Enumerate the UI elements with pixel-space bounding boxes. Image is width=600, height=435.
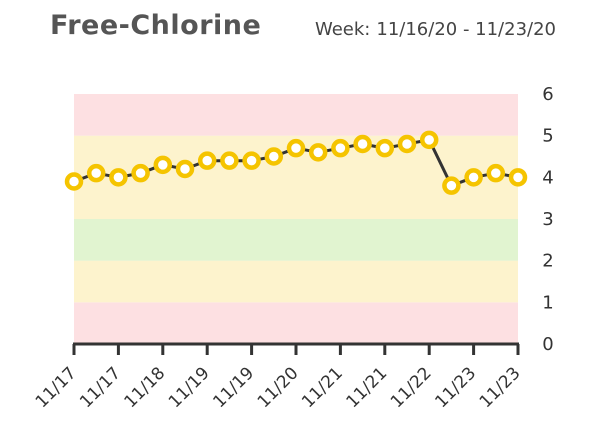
x-tick-label: 11/21	[298, 363, 347, 412]
y-tick-label: 4	[542, 167, 553, 188]
x-tick-label: 11/18	[121, 363, 170, 412]
chart-title: Free-Chlorine	[50, 10, 262, 41]
range-band-4	[74, 94, 518, 136]
y-tick-label: 0	[542, 334, 553, 355]
data-series	[64, 130, 528, 195]
y-tick-label: 6	[542, 84, 553, 105]
x-tick-label: 11/17	[76, 363, 125, 412]
data-point	[308, 143, 328, 162]
data-point	[86, 163, 106, 183]
x-tick-label: 11/23	[476, 363, 525, 412]
data-point	[375, 138, 395, 158]
x-tick-label: 11/17	[32, 363, 81, 412]
data-point	[197, 151, 217, 170]
data-point	[464, 168, 483, 187]
y-tick-label: 3	[542, 209, 553, 230]
data-point	[419, 130, 439, 150]
range-band-1	[74, 260, 518, 303]
x-tick-label: 11/19	[209, 363, 258, 412]
data-point	[153, 155, 173, 175]
data-point	[442, 176, 461, 195]
data-point	[331, 138, 350, 158]
x-tick-label: 11/23	[431, 363, 480, 412]
data-point	[264, 147, 284, 166]
y-tick-label: 2	[542, 251, 553, 272]
range-bands	[74, 94, 518, 344]
x-tick-label: 11/19	[165, 363, 214, 412]
x-tick-label: 11/21	[343, 363, 392, 412]
y-tick-label: 1	[542, 292, 553, 313]
data-point	[286, 138, 306, 158]
data-point	[508, 168, 528, 187]
data-point	[486, 163, 506, 183]
x-tick-label: 11/20	[254, 363, 303, 412]
range-band-0	[74, 302, 518, 344]
x-tick-label: 11/22	[387, 363, 436, 412]
x-axis: 11/1711/1711/1811/1911/1911/2011/2111/21…	[32, 342, 525, 412]
y-tick-label: 5	[542, 126, 553, 147]
week-label: Week:	[314, 19, 371, 40]
data-point	[242, 151, 261, 170]
week-range: Week: 11/16/20 - 11/23/20	[315, 19, 556, 40]
data-point	[109, 168, 128, 187]
data-point	[353, 134, 372, 154]
data-point	[220, 151, 239, 170]
week-range-value: 11/16/20 - 11/23/20	[376, 19, 556, 40]
data-point	[131, 163, 150, 183]
range-band-2	[74, 219, 518, 261]
data-point	[64, 172, 84, 191]
data-point	[175, 159, 195, 179]
y-axis: 0 1 2 3 4 5 6	[542, 84, 553, 355]
data-point	[397, 134, 417, 154]
